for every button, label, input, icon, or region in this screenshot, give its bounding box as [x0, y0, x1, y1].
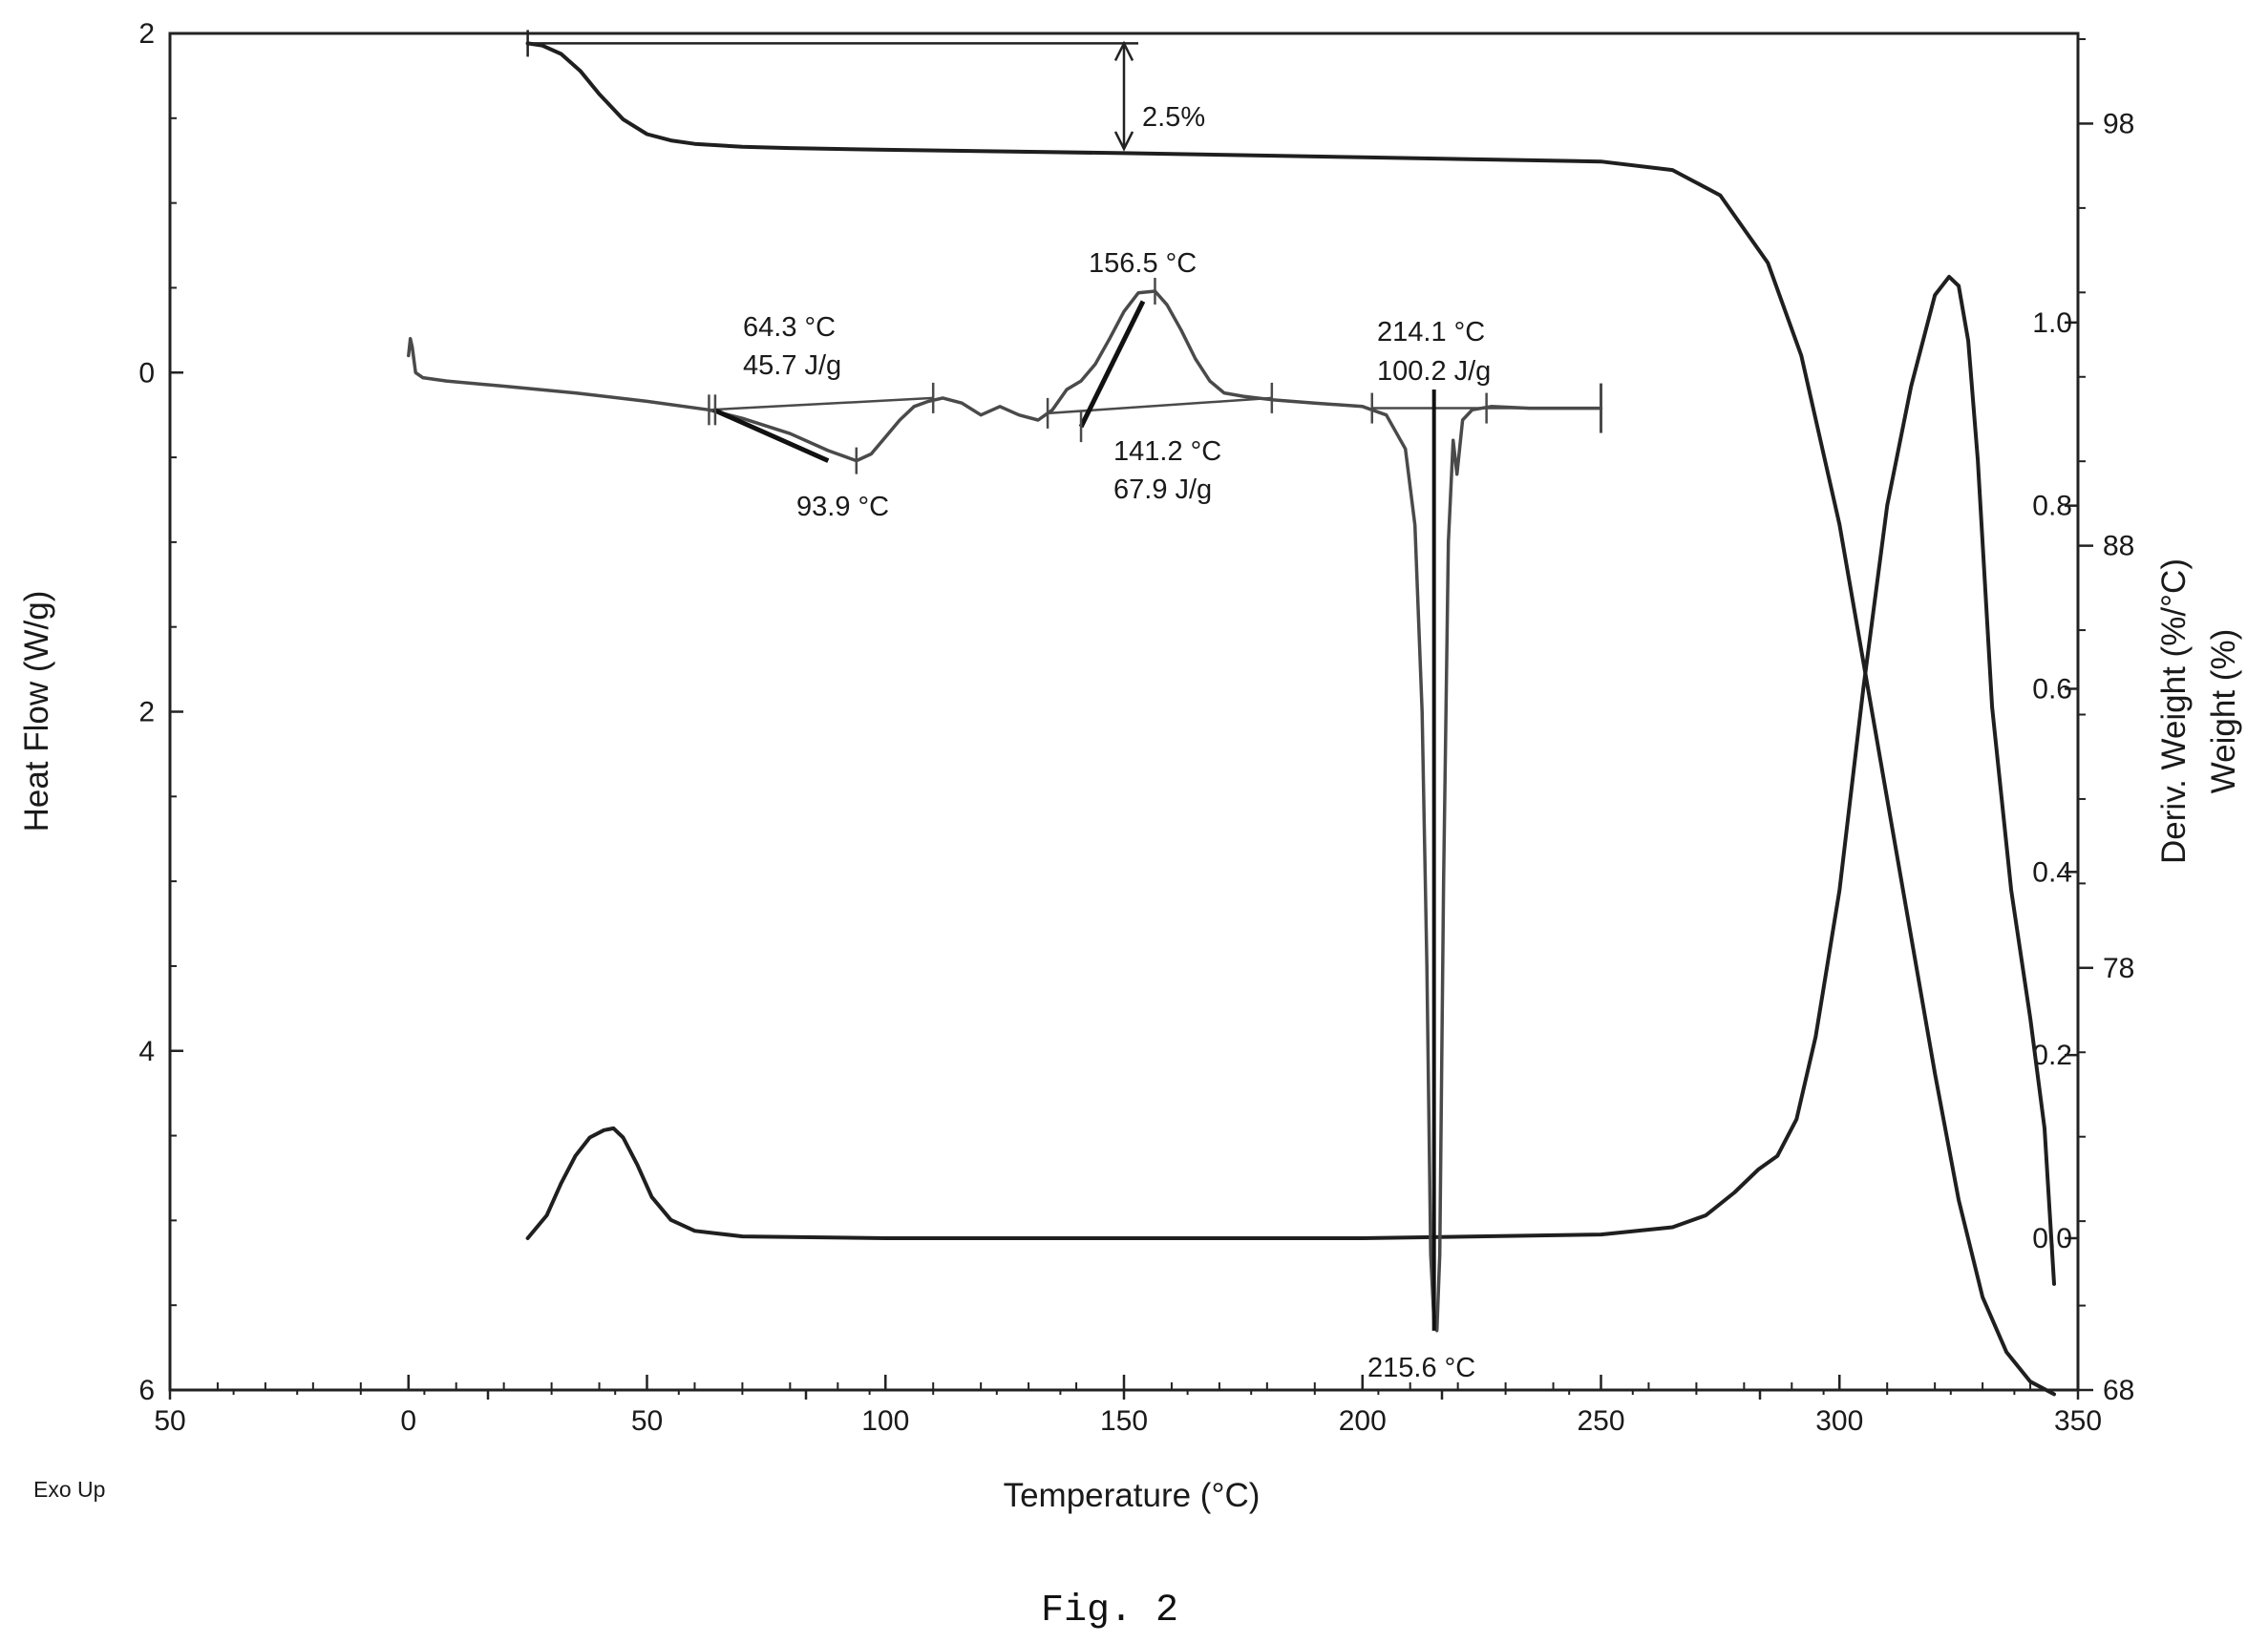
deriv-tick-label: 0.8	[2032, 491, 2072, 522]
bottom-x-tick-label: 50	[631, 1405, 663, 1437]
series-line-deriv	[525, 274, 2056, 1286]
weight-tick-label: 68	[2103, 1375, 2134, 1406]
bottom-x-tick-label: 300	[1815, 1405, 1863, 1437]
annotation-156-5: 156.5 °C	[1089, 248, 1197, 279]
onset-tangent-141	[1078, 300, 1146, 429]
annotation-45-7: 45.7 J/g	[743, 350, 841, 381]
onset-tangent-64	[712, 408, 830, 463]
bottom-x-tick-label: 0	[400, 1405, 416, 1437]
annotation-64-3: 64.3 °C	[743, 312, 836, 343]
annotation-214-1: 214.1 °C	[1377, 317, 1485, 348]
deriv-tick-label: 0.6	[2032, 673, 2072, 705]
annotation-markers	[526, 30, 1602, 1331]
weight-tick-label: 78	[2103, 953, 2134, 984]
deriv-tick-label: 1.0	[2032, 307, 2072, 339]
weight-tick-label: 88	[2103, 531, 2134, 562]
annotation-93-9: 93.9 °C	[796, 492, 889, 522]
weight-loss-arrow-head-up	[1113, 40, 1134, 61]
left-y-axis-ticks: 2 0 2 4 6	[138, 18, 183, 1406]
y-axis-title-right-outer: Weight (%)	[2205, 629, 2242, 793]
y-axis-title-right-inner: Deriv. Weight (%/°C)	[2155, 558, 2193, 864]
figure-caption: Fig. 2	[1041, 1590, 1178, 1632]
annotation-100-2: 100.2 J/g	[1377, 356, 1491, 387]
annotation-67-9: 67.9 J/g	[1113, 474, 1212, 505]
bottom-x-tick-label: 150	[1100, 1405, 1148, 1437]
bottom-x-tick-label: 200	[1339, 1405, 1387, 1437]
weight-loss-arrow-head-down	[1113, 131, 1134, 152]
top-x-axis-ticks	[168, 1390, 2080, 1400]
left-y-tick-label: 0	[138, 357, 155, 389]
annotation-141-2: 141.2 °C	[1113, 436, 1221, 467]
left-y-tick-label: 4	[138, 1036, 155, 1067]
left-y-tick-label: 2	[138, 697, 155, 728]
deriv-tick-label: 0.2	[2032, 1040, 2072, 1071]
plot-frame	[168, 32, 2080, 1392]
bottom-x-axis-ticks: 50 0 50 100 150 200 250 300 350	[154, 1375, 2102, 1437]
bottom-x-tick-label: 250	[1577, 1405, 1624, 1437]
series-line-weight	[525, 41, 2056, 1397]
baseline-peak1	[709, 396, 934, 411]
x-axis-title: Temperature (°C)	[1004, 1477, 1261, 1514]
left-y-tick-label: 6	[138, 1375, 155, 1406]
annotation-2-5-percent: 2.5%	[1142, 102, 1205, 133]
deriv-tick-label: 0.4	[2032, 856, 2072, 888]
bottom-x-tick-label: 50	[154, 1405, 185, 1437]
baseline-peak2	[1047, 396, 1272, 415]
y-axis-title-left: Heat Flow (W/g)	[18, 591, 55, 832]
bottom-x-tick-label: 100	[861, 1405, 909, 1437]
bottom-x-tick-label: 350	[2054, 1405, 2102, 1437]
left-y-tick-label: 2	[138, 18, 155, 50]
annotation-215-6: 215.6 °C	[1367, 1353, 1475, 1383]
series-layer	[407, 41, 2056, 1397]
weight-tick-label: 98	[2103, 108, 2134, 139]
series-line-heat-flow	[407, 289, 1603, 1333]
exo-up-label: Exo Up	[33, 1477, 105, 1502]
